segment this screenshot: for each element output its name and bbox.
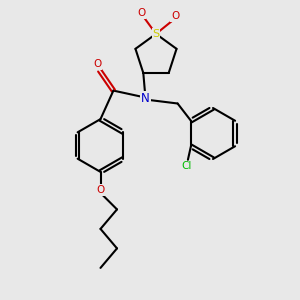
Text: O: O [137,8,145,18]
Text: Cl: Cl [181,161,192,171]
Text: O: O [171,11,179,21]
Text: O: O [96,185,105,195]
Text: N: N [141,92,150,105]
Text: S: S [152,29,160,39]
Text: O: O [93,59,101,69]
